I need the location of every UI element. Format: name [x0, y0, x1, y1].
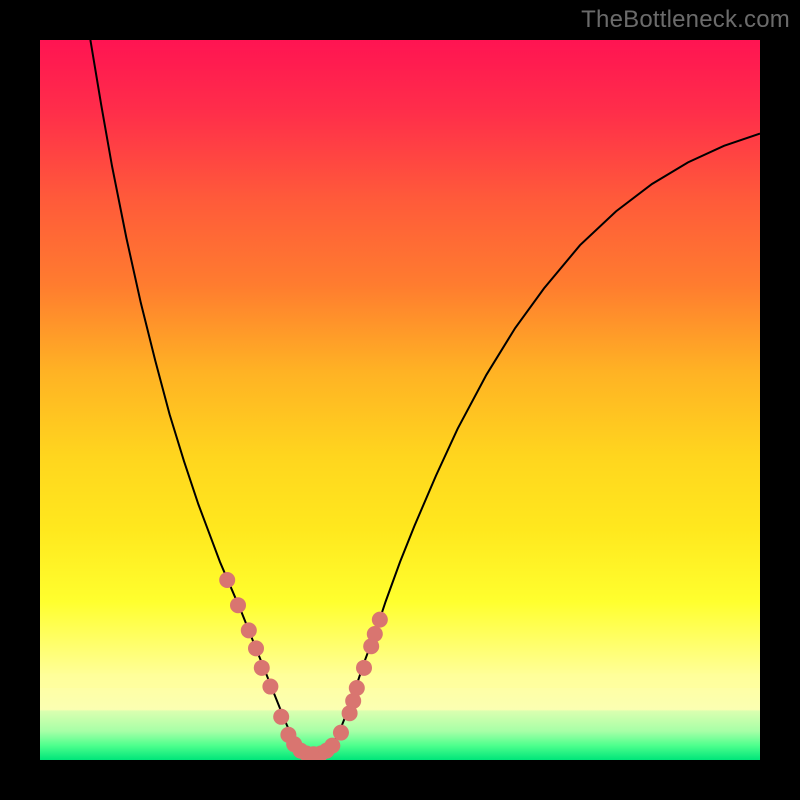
plot-area	[40, 40, 760, 760]
curve-marker	[333, 725, 349, 741]
curve-marker	[273, 709, 289, 725]
curve-marker	[219, 572, 235, 588]
chart-svg	[40, 40, 760, 760]
curve-marker	[372, 612, 388, 628]
curve-marker	[367, 626, 383, 642]
curve-marker	[241, 622, 257, 638]
curve-marker	[248, 640, 264, 656]
chart-frame: TheBottleneck.com	[0, 0, 800, 800]
watermark-label: TheBottleneck.com	[581, 6, 790, 34]
curve-marker	[349, 680, 365, 696]
curve-marker	[356, 660, 372, 676]
gradient-background	[40, 40, 760, 760]
curve-marker	[262, 679, 278, 695]
curve-marker	[254, 660, 270, 676]
highlight-strip	[40, 674, 760, 688]
curve-marker	[230, 597, 246, 613]
